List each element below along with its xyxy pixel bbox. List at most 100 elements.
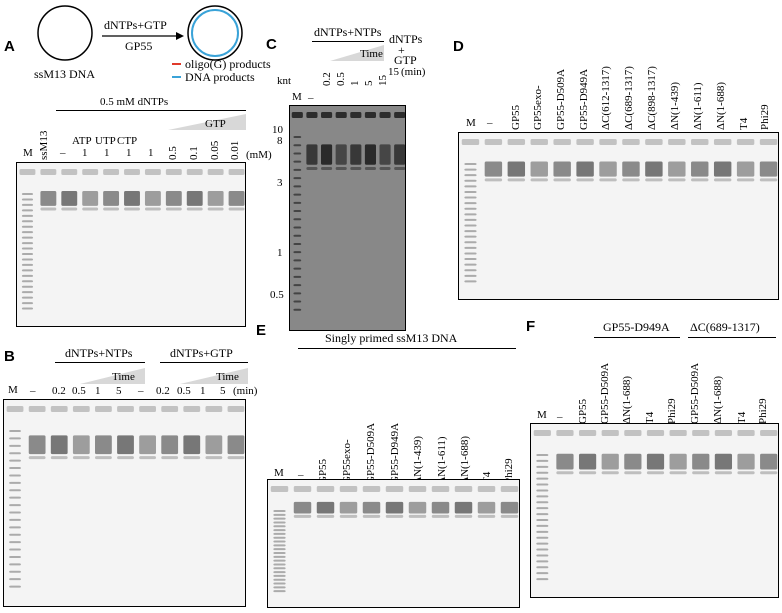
panel-f-label: F: [526, 318, 536, 335]
gel-well: [350, 112, 362, 118]
gel-well: [624, 430, 642, 436]
ladder-band: [21, 285, 34, 288]
ladder-band: [21, 274, 34, 277]
ladder-band: [9, 474, 21, 477]
gel-well: [50, 406, 68, 412]
gel-well: [599, 139, 617, 145]
gel-well: [82, 169, 99, 175]
ladder-band: [464, 168, 477, 171]
ladder-band: [536, 554, 549, 557]
gel-well: [316, 486, 335, 492]
knt-label: knt: [277, 75, 292, 87]
product-band: [316, 501, 335, 514]
product-band: [737, 453, 755, 470]
ladder-band: [536, 560, 549, 563]
product-band: [668, 178, 686, 182]
ladder-band: [464, 246, 477, 249]
ladder-band: [536, 572, 549, 575]
ladder-band: [273, 517, 286, 520]
ladder-band: [464, 263, 477, 266]
product-band: [321, 144, 333, 165]
product-band: [82, 207, 99, 211]
gel-well: [205, 406, 223, 412]
product-band: [61, 207, 78, 211]
ladder-band: [9, 548, 21, 551]
gel-well: [692, 430, 710, 436]
product-band: [306, 167, 318, 171]
gel-well: [530, 139, 548, 145]
lane-d-5: GP55-D949A: [578, 68, 590, 130]
gel-well: [117, 406, 134, 412]
ladder-band: [464, 196, 477, 199]
time-b1: Time: [112, 371, 135, 383]
product-band: [507, 178, 526, 182]
lane-d-2: GP55: [510, 104, 522, 130]
ladder-band: [293, 218, 302, 221]
time-c: Time: [360, 48, 383, 60]
ladder-band: [464, 213, 477, 216]
lane-b-6: ‒: [138, 385, 144, 397]
marker-10: 10: [272, 124, 283, 136]
product-band: [736, 161, 755, 177]
product-band: [691, 178, 709, 182]
product-band: [408, 501, 427, 514]
reaction-bottom-label: GP55: [125, 39, 153, 53]
ladder-band: [464, 269, 477, 272]
lane-f-6: Phi29: [666, 398, 678, 424]
lane-e-8: ΔN(1-688): [459, 435, 471, 484]
product-band: [714, 453, 733, 470]
ladder-band: [273, 540, 286, 543]
gel-b: [3, 399, 246, 607]
product-band: [500, 501, 519, 514]
gtp-label: GTP: [205, 118, 226, 130]
product-band: [144, 191, 161, 206]
lane-e-6: ΔN(1-439): [412, 435, 424, 484]
lane-d-10: ΔN(1-611): [692, 82, 704, 130]
product-band: [186, 191, 203, 206]
lane-a-9: 0.05: [209, 140, 221, 160]
product-band: [668, 161, 686, 177]
ladder-band: [464, 190, 477, 193]
lane-d-3: GP55exo-: [532, 85, 544, 130]
product-band: [599, 178, 617, 182]
group2-c1: dNTPs: [389, 32, 423, 46]
ladder-band: [21, 220, 34, 223]
ladder-band: [9, 467, 21, 470]
lane-b-4: 1: [95, 385, 101, 397]
product-band: [335, 144, 347, 165]
ladder-band: [21, 296, 34, 299]
lane-d-11: ΔN(1-688): [715, 81, 727, 130]
lane-b-3: 0.5: [72, 385, 86, 397]
gel-well: [186, 169, 203, 175]
product-band: [385, 501, 404, 514]
gel-well: [103, 169, 120, 175]
unit-c: (min): [401, 66, 426, 78]
lane-f-2: GP55: [577, 398, 589, 424]
ladder-band: [536, 566, 549, 569]
ladder-band: [273, 563, 286, 566]
gel-well: [500, 486, 519, 492]
ladder-band: [464, 218, 477, 221]
gel-well: [270, 486, 289, 492]
ladder-band: [536, 501, 549, 504]
ladder-band: [464, 174, 477, 177]
ladder-band: [293, 300, 302, 303]
ladder-band: [293, 267, 302, 270]
ladder-band: [21, 302, 34, 305]
gtp-gradient-triangle: [168, 114, 246, 130]
ladder-band: [273, 578, 286, 581]
ladder-band: [293, 275, 302, 278]
lane-f-1: ‒: [557, 411, 563, 423]
product-band: [394, 144, 405, 165]
product-band: [72, 435, 90, 455]
product-band: [530, 161, 548, 177]
ladder-band: [9, 444, 21, 447]
product-band: [646, 471, 665, 475]
product-band: [161, 456, 179, 460]
ladder-band: [536, 465, 549, 468]
product-band: [139, 435, 156, 455]
lane-e-0: M: [274, 467, 284, 479]
product-band: [50, 456, 68, 460]
ladder-band: [536, 495, 549, 498]
gel-well: [714, 430, 733, 436]
